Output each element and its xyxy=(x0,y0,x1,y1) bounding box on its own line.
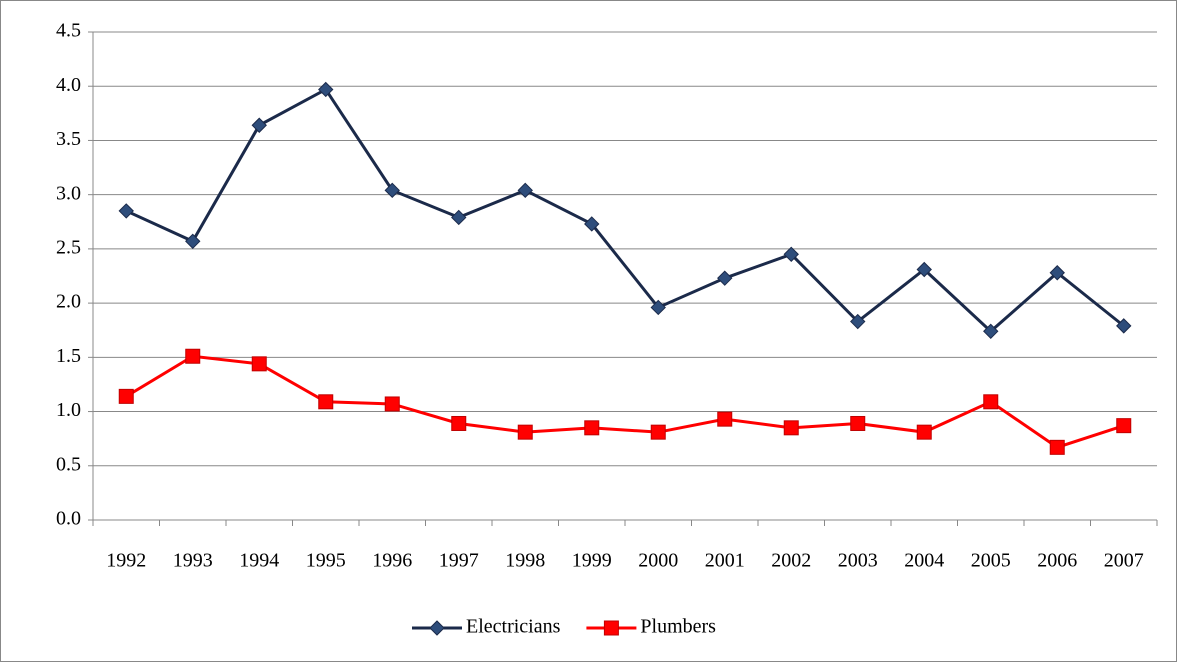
y-tick-label: 0.0 xyxy=(56,508,81,530)
data-point xyxy=(584,216,600,232)
x-tick-label: 2000 xyxy=(638,550,678,572)
x-tick-label: 1998 xyxy=(505,550,545,572)
data-point xyxy=(650,424,666,440)
x-tick-label: 2001 xyxy=(705,550,745,572)
data-point xyxy=(584,420,600,436)
y-tick-label: 1.0 xyxy=(56,399,81,421)
data-point xyxy=(517,182,533,199)
data-point xyxy=(118,203,134,219)
data-point xyxy=(318,81,334,98)
x-tick-label: 1995 xyxy=(306,550,346,572)
data-point xyxy=(451,415,467,431)
data-point xyxy=(916,424,932,440)
x-tick-label: 1999 xyxy=(572,550,612,572)
y-tick-label: 1.5 xyxy=(56,345,81,367)
data-point xyxy=(451,209,467,226)
data-point xyxy=(717,411,733,427)
data-point xyxy=(1049,265,1065,281)
data-point xyxy=(384,182,400,199)
data-point xyxy=(983,323,999,340)
data-point xyxy=(850,313,866,330)
x-tick-label: 1992 xyxy=(106,550,146,572)
x-tick-label: 2005 xyxy=(971,550,1011,572)
y-tick-label: 3.0 xyxy=(56,182,81,204)
data-point xyxy=(185,233,201,250)
series-line xyxy=(125,87,1125,334)
y-tick-label: 4.5 xyxy=(56,20,81,42)
y-tick-label: 0.5 xyxy=(56,453,81,475)
data-point xyxy=(517,424,533,440)
x-tick-label: 1997 xyxy=(439,550,479,572)
data-point xyxy=(850,415,866,431)
x-tick-label: 1996 xyxy=(372,550,412,572)
legend-marker xyxy=(603,620,619,636)
series-line xyxy=(125,354,1125,449)
x-tick-label: 1993 xyxy=(173,550,213,572)
data-point xyxy=(384,396,400,412)
data-point xyxy=(916,261,932,278)
data-point xyxy=(1049,439,1065,455)
y-tick-label: 2.5 xyxy=(56,236,81,258)
x-tick-label: 2003 xyxy=(838,550,878,572)
data-point xyxy=(118,388,134,404)
y-tick-label: 2.0 xyxy=(56,291,81,313)
y-tick-label: 4.0 xyxy=(56,74,81,96)
legend-label: Plumbers xyxy=(640,616,716,638)
data-point xyxy=(251,356,267,372)
legend-marker xyxy=(429,620,445,636)
legend-label: Electricians xyxy=(466,616,561,638)
data-point xyxy=(1116,418,1132,434)
data-point xyxy=(1116,318,1132,334)
data-point xyxy=(318,394,334,410)
data-point xyxy=(185,348,201,364)
data-point xyxy=(783,420,799,436)
y-tick-label: 3.5 xyxy=(56,128,81,150)
data-point xyxy=(251,117,267,133)
x-tick-label: 2006 xyxy=(1037,550,1077,572)
data-point xyxy=(783,246,799,263)
data-point xyxy=(983,394,999,410)
x-tick-label: 2007 xyxy=(1104,550,1144,572)
x-tick-label: 2004 xyxy=(904,550,944,572)
data-point xyxy=(650,299,666,316)
x-tick-label: 1994 xyxy=(239,550,279,572)
data-point xyxy=(717,270,733,286)
x-tick-label: 2002 xyxy=(771,550,811,572)
